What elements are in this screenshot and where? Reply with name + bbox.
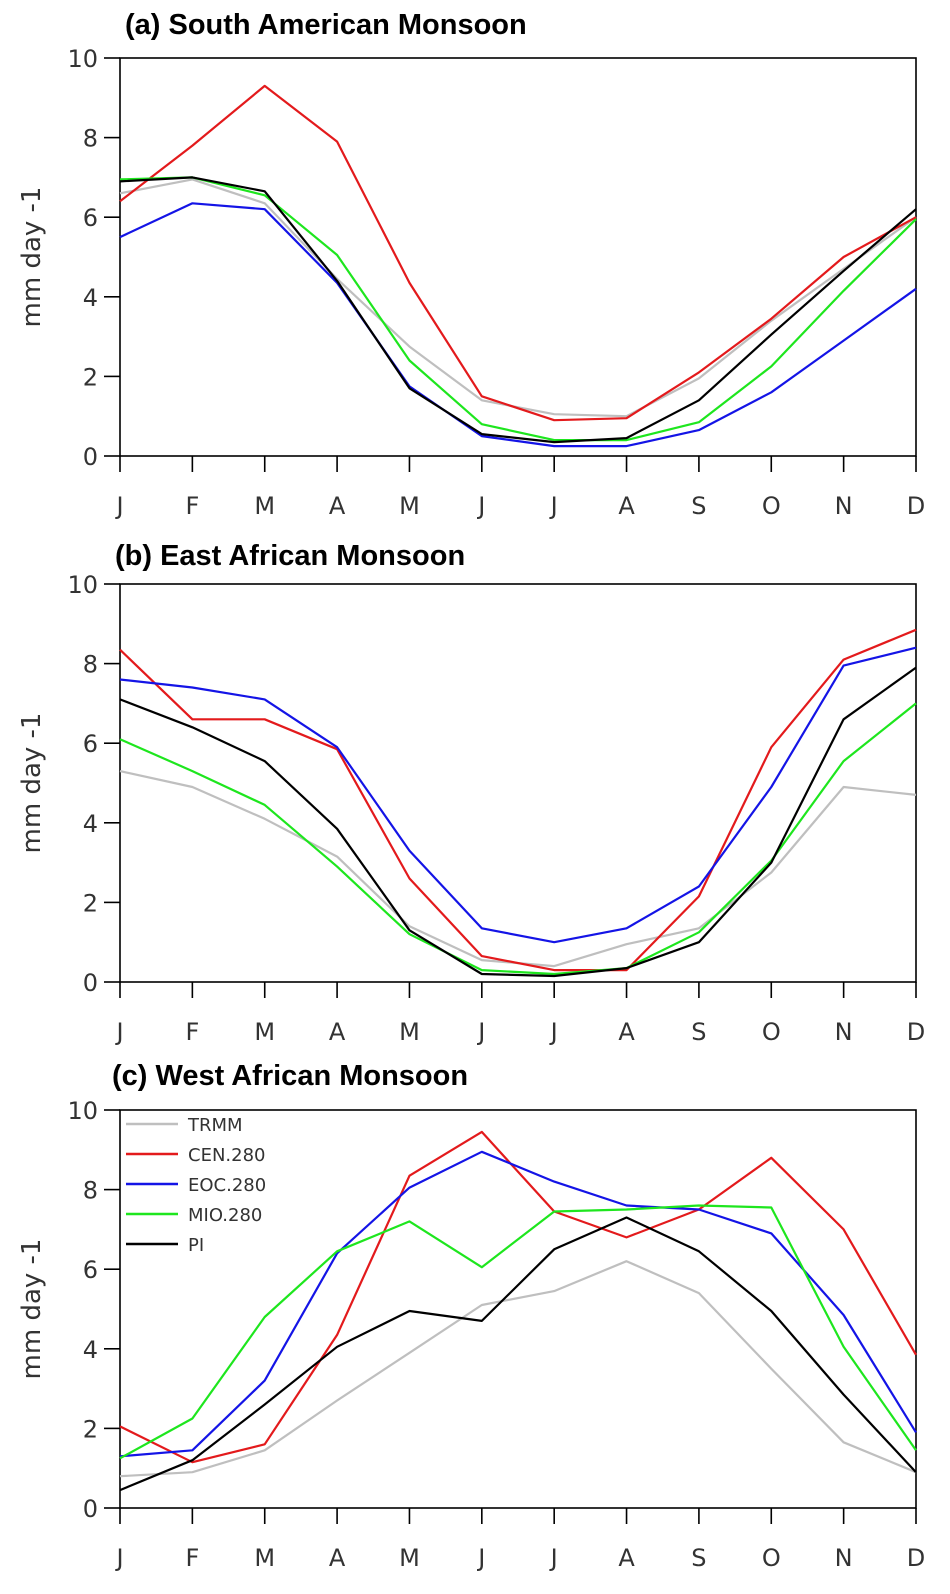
panel-b-ytick-label-4: 4 [83,810,98,838]
panel-b-series-cen-280-line [119,628,917,972]
panel-a-xtick-label-11: D [907,492,925,520]
panel-b-frame [119,583,917,983]
panel-b-xtick-label-5: J [476,1018,485,1046]
panel-c-ytick-label-4: 4 [83,1336,98,1364]
panel-c-xtick-label-3: A [329,1544,346,1572]
panel-b-xtick-label-0: J [114,1018,123,1046]
panel-c-xtick-label-7: A [618,1544,635,1572]
panel-a-ytick-label-2: 2 [83,363,98,391]
panel-c-series-eoc-280-line [119,1150,917,1458]
panel-b-series-eoc-280-line [119,646,917,944]
panel-b-xtick-label-8: S [691,1018,706,1046]
panel-a-series-pi-line [119,176,917,444]
panel-a-frame [119,57,917,457]
panel-c-xtick-label-5: J [476,1544,485,1572]
panel-b-series-pi-line [119,666,917,978]
panel-c-series-cen-280-line [119,1130,917,1464]
panel-a-series-mio-280-line [119,176,917,442]
panel-a-xtick-label-10: N [835,492,853,520]
panel-a: (a) South American Monsoon 0 2 4 6 8 10 J F M A M J J… [17,9,925,520]
panel-a-ytick-label-4: 4 [83,284,98,312]
panel-c-ytick-label-0: 0 [83,1495,98,1523]
panel-b-series-mio-280-line [119,702,917,976]
panel-b-ytick-label-6: 6 [83,730,98,758]
panel-a-xtick-label-2: M [254,492,275,520]
panel-b-xtick-label-2: M [254,1018,275,1046]
panel-c-legend: TRMM CEN.280 EOC.280 MIO.280 PI [126,1115,266,1256]
panel-b-xtick-label-11: D [907,1018,925,1046]
panel-c-ytick-label-8: 8 [83,1177,98,1205]
panel-a-ytick-label-8: 8 [83,125,98,153]
panel-c-xtick-label-9: O [762,1544,781,1572]
panel-c-series-pi-line [119,1216,917,1492]
panel-a-xtick-label-5: J [476,492,485,520]
panel-c-ytick-label-6: 6 [83,1256,98,1284]
panel-c: (c) West African Monsoon 0 2 4 6 8 10 J F M A M J J A S… [17,1060,925,1572]
legend-label-cen-280: CEN.280 [188,1145,265,1166]
panel-b-ytick-label-2: 2 [83,889,98,917]
panel-c-xtick-label-4: M [399,1544,420,1572]
panel-a-xtick-label-6: J [549,492,558,520]
panel-a-xtick-label-1: F [185,492,199,520]
panel-b-ytick-label-10: 10 [67,571,98,599]
panel-b-xtick-label-10: N [835,1018,853,1046]
panel-b-xtick-label-1: F [185,1018,199,1046]
panel-c-series-trmm-line [119,1260,917,1478]
panel-a-xtick-label-9: O [762,492,781,520]
panel-c-ylabel: mm day -1 [17,1239,47,1380]
panel-a-ylabel: mm day -1 [17,187,47,328]
panel-a-xtick-label-8: S [691,492,706,520]
legend-label-eoc-280: EOC.280 [188,1175,266,1196]
panel-b-series-trmm-line [119,770,917,968]
panel-a-xtick-label-4: M [399,492,420,520]
panel-c-frame [119,1109,917,1509]
panel-b-xtick-label-9: O [762,1018,781,1046]
panel-c-xtick-label-2: M [254,1544,275,1572]
legend-label-mio-280: MIO.280 [188,1205,262,1226]
panel-b-ytick-label-8: 8 [83,651,98,679]
panel-b-ytick-label-0: 0 [83,969,98,997]
panel-a-ytick-label-10: 10 [67,45,98,73]
panel-a-xtick-label-3: A [329,492,346,520]
panel-a-series-cen-280-line [119,84,917,422]
panel-b-xtick-label-3: A [329,1018,346,1046]
panel-a-title: (a) South American Monsoon [125,9,527,41]
panel-c-xtick-label-0: J [114,1544,123,1572]
panel-b-xtick-label-6: J [549,1018,558,1046]
panel-c-series-mio-280-line [119,1204,917,1460]
panel-c-xtick-label-1: F [185,1544,199,1572]
panel-c-xtick-label-11: D [907,1544,925,1572]
panel-c-xtick-label-8: S [691,1544,706,1572]
panel-b-xtick-label-7: A [618,1018,635,1046]
panel-a-series-eoc-280-line [119,202,917,448]
panel-c-xtick-label-6: J [549,1544,558,1572]
panel-c-title: (c) West African Monsoon [112,1060,468,1092]
panel-b-ylabel: mm day -1 [17,713,47,854]
panel-a-xtick-label-7: A [618,492,635,520]
panel-a-ytick-label-0: 0 [83,443,98,471]
panel-b-title: (b) East African Monsoon [115,540,465,572]
panel-b: (b) East African Monsoon 0 2 4 6 8 10 J F M A M J J A S… [17,540,925,1046]
panel-a-xtick-label-0: J [114,492,123,520]
legend-label-pi: PI [188,1235,204,1256]
panel-b-xtick-label-4: M [399,1018,420,1046]
panel-c-ytick-label-10: 10 [67,1097,98,1125]
panel-c-xtick-label-10: N [835,1544,853,1572]
legend-label-trmm: TRMM [187,1115,243,1136]
panel-c-ytick-label-2: 2 [83,1415,98,1443]
panel-a-ytick-label-6: 6 [83,204,98,232]
